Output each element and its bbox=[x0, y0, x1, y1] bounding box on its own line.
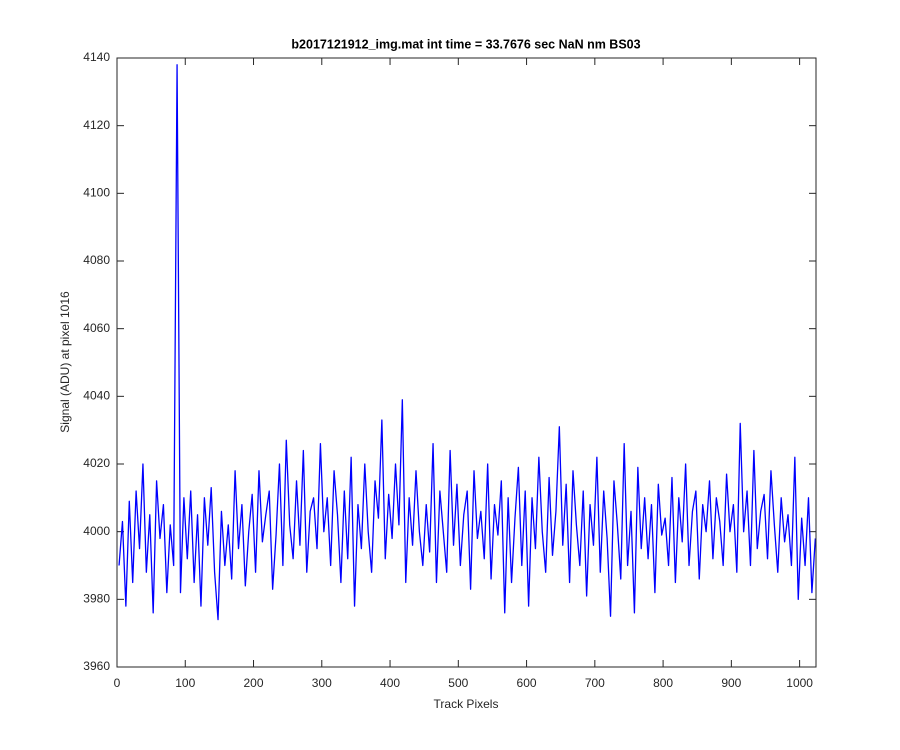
x-tick-label: 1000 bbox=[786, 676, 813, 690]
y-tick-label: 4100 bbox=[83, 186, 110, 200]
x-tick-label: 200 bbox=[244, 676, 264, 690]
x-tick-label: 700 bbox=[585, 676, 605, 690]
y-tick-label: 4140 bbox=[83, 50, 110, 64]
x-tick-label: 800 bbox=[653, 676, 673, 690]
x-tick-label: 100 bbox=[175, 676, 195, 690]
axes-box bbox=[116, 57, 817, 668]
y-axis-label: Signal (ADU) at pixel 1016 bbox=[58, 291, 72, 433]
x-tick-label: 0 bbox=[114, 676, 121, 690]
x-axis-label: Track Pixels bbox=[434, 697, 499, 711]
x-tick-label: 400 bbox=[380, 676, 400, 690]
y-tick-label: 3980 bbox=[83, 592, 110, 606]
y-tick-label: 4080 bbox=[83, 253, 110, 267]
y-tick-label: 3960 bbox=[83, 659, 110, 673]
x-tick-label: 600 bbox=[517, 676, 537, 690]
x-tick-label: 500 bbox=[448, 676, 468, 690]
y-tick-label: 4020 bbox=[83, 456, 110, 470]
plot-area bbox=[117, 58, 816, 667]
y-tick-label: 4120 bbox=[83, 118, 110, 132]
x-tick-label: 900 bbox=[721, 676, 741, 690]
y-tick-label: 4060 bbox=[83, 321, 110, 335]
y-tick-label: 4000 bbox=[83, 524, 110, 538]
data-line bbox=[118, 64, 816, 621]
chart-title: b2017121912_img.mat int time = 33.7676 s… bbox=[291, 37, 640, 51]
x-tick-label: 300 bbox=[312, 676, 332, 690]
y-tick-label: 4040 bbox=[83, 389, 110, 403]
